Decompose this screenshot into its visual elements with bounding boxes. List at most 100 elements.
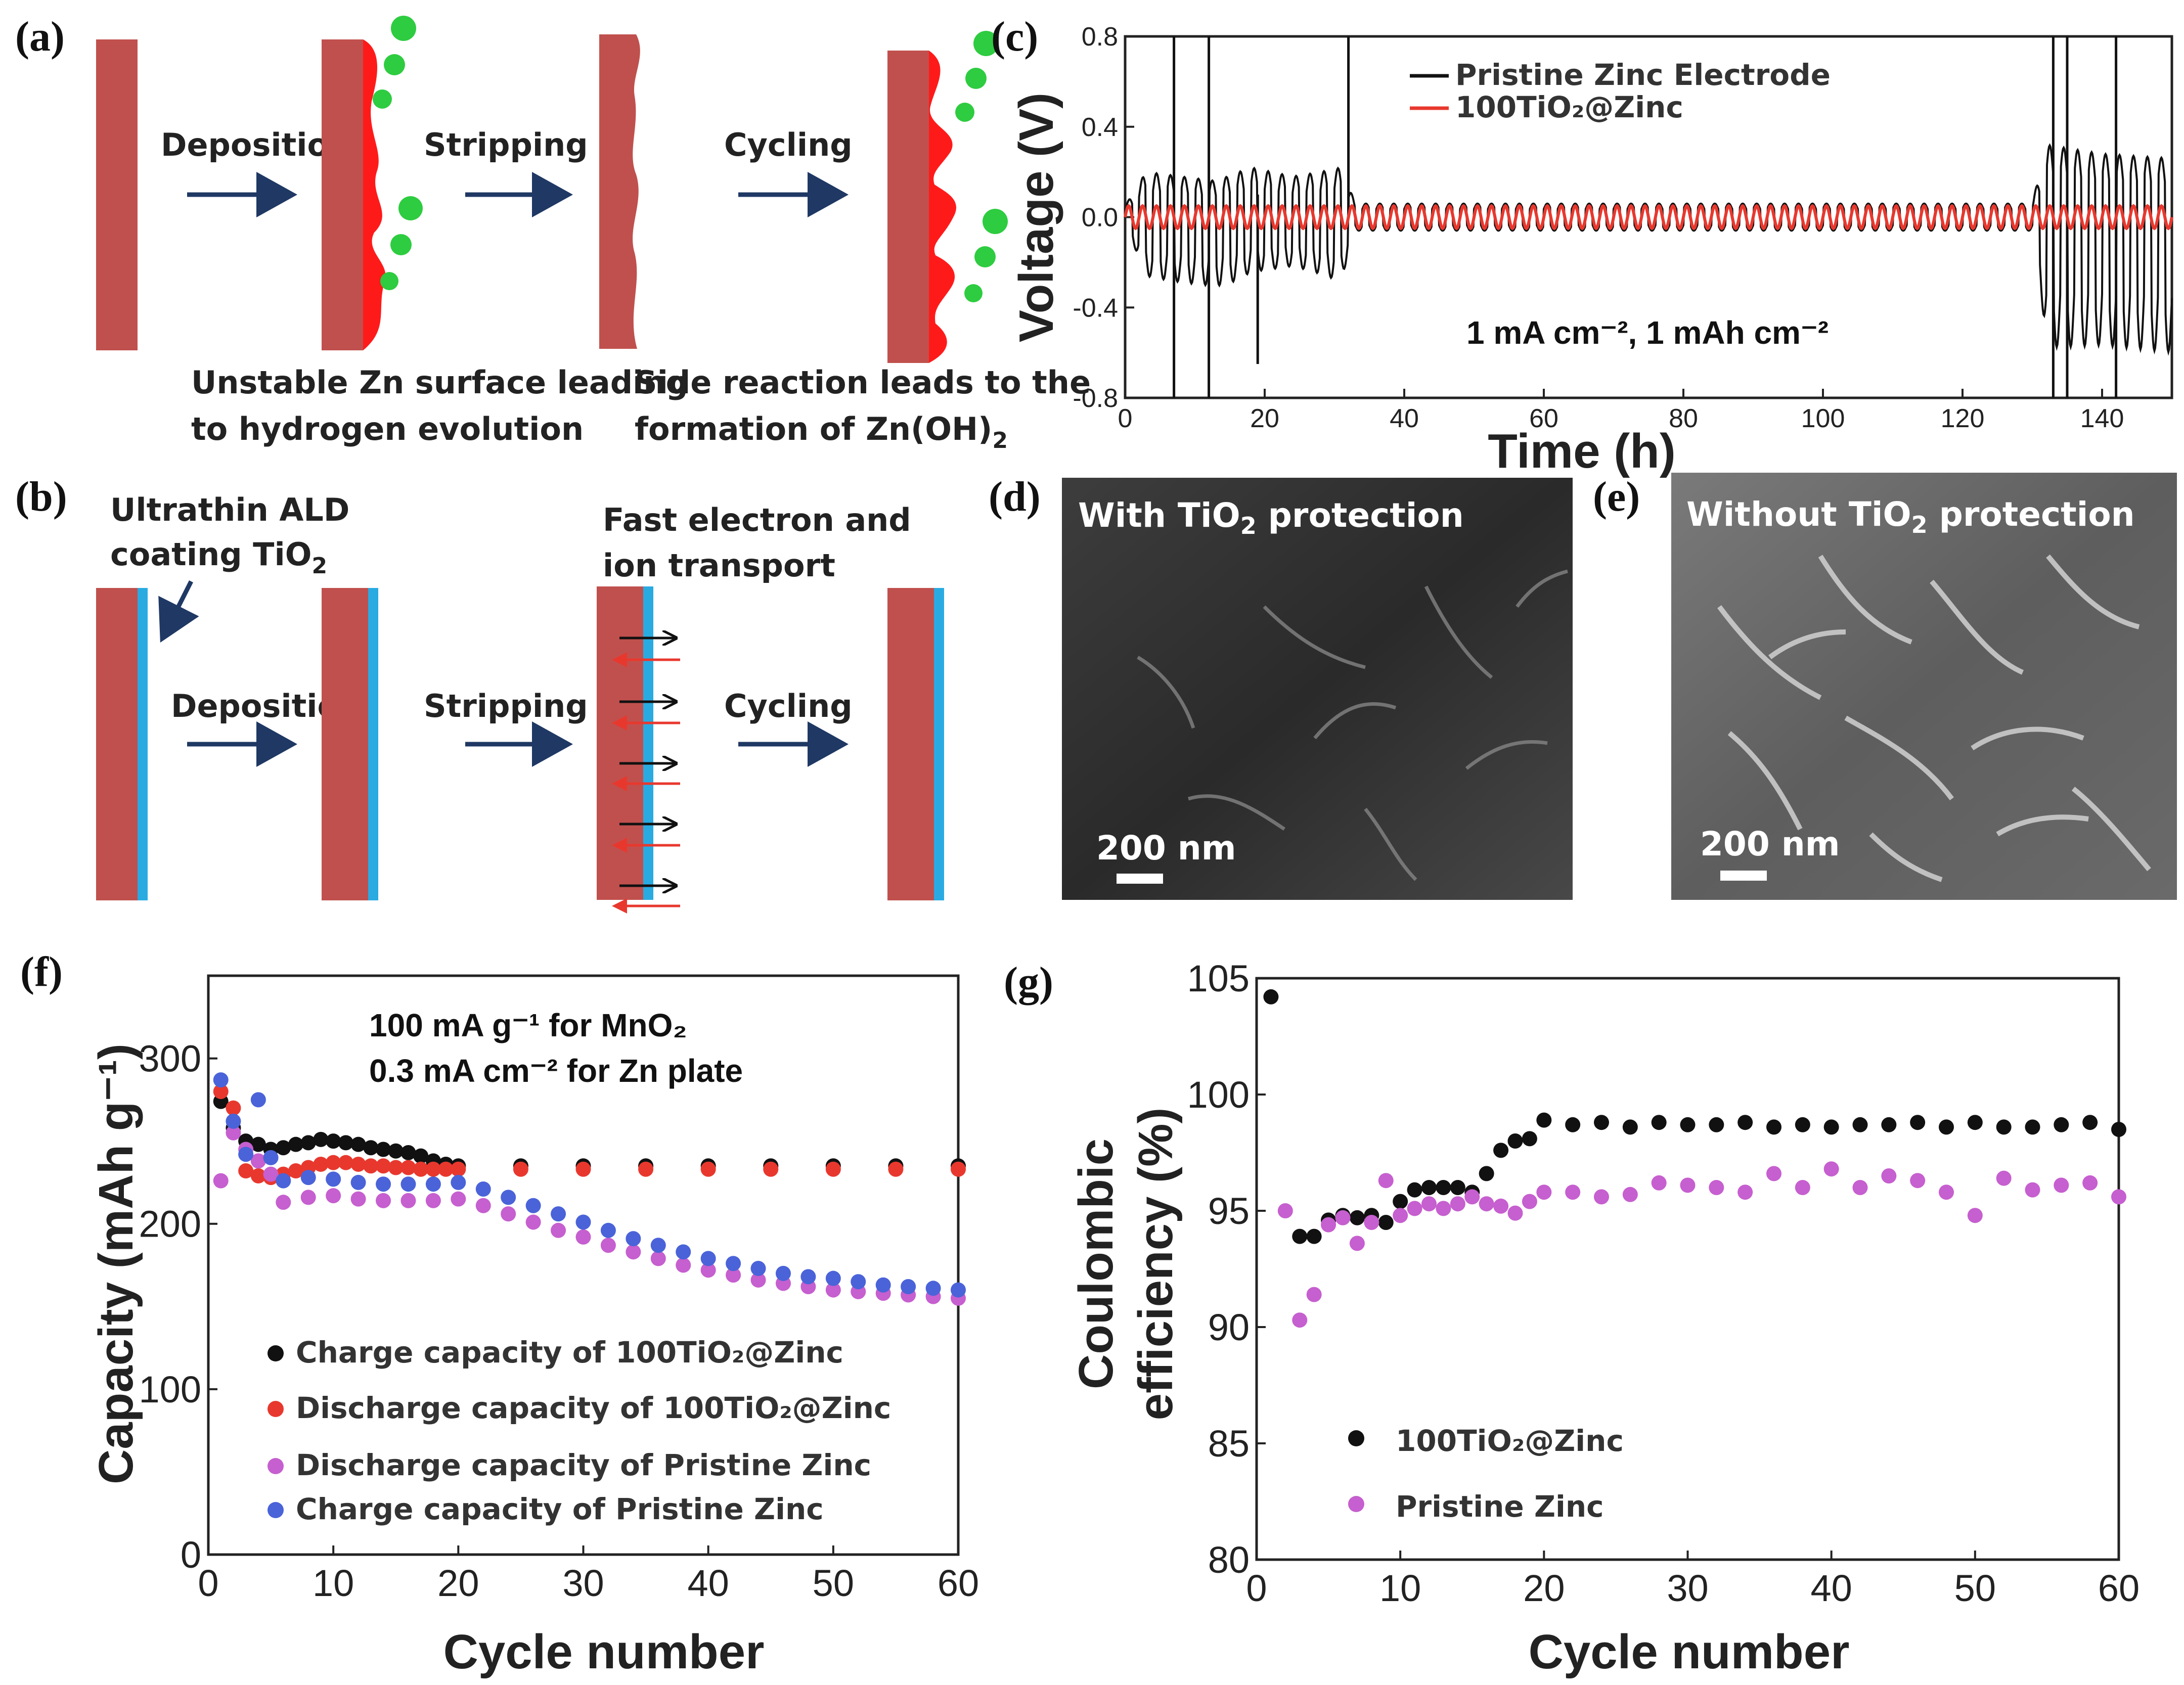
a-caption-2-line2: formation of Zn(OH)2 [635, 411, 1008, 453]
b-stripping-label: Stripping [424, 688, 588, 724]
tio2-coating [368, 588, 378, 900]
legend-entry: Pristine Zinc [1396, 1489, 1604, 1524]
hydrogen-bubble [973, 31, 999, 56]
data-point-1 [1421, 1196, 1437, 1212]
sem-flake [1818, 555, 1912, 645]
hydrogen-bubble [964, 284, 983, 302]
panel-b: (b) Ultrathin ALD coating TiO2 Depositio… [15, 473, 944, 914]
data-point-0 [1536, 1112, 1552, 1128]
a-deposition-label: Deposition [161, 126, 351, 163]
sem-flake [1727, 731, 1803, 831]
legend-entry: 100TiO₂@Zinc [1396, 1424, 1624, 1458]
x-tick-label: 0 [198, 1562, 218, 1604]
hydrogen-bubble [390, 234, 412, 255]
data-point-2 [263, 1166, 279, 1182]
data-point-3 [263, 1150, 279, 1165]
data-point-3 [750, 1261, 766, 1277]
series-line-tio2-zinc [1124, 204, 2173, 231]
data-point-1 [1393, 1208, 1408, 1223]
zinc-electrode-coated-deposited [322, 588, 368, 900]
hydrogen-bubble [391, 16, 416, 41]
data-point-3 [875, 1277, 891, 1293]
data-point-1 [1464, 1189, 1480, 1205]
data-point-3 [700, 1251, 716, 1266]
data-point-1 [1737, 1185, 1753, 1200]
sem-flake [1930, 579, 2024, 675]
data-point-1 [350, 1156, 366, 1172]
sem-image-with-tio2 [1062, 478, 1573, 900]
data-point-3 [250, 1092, 266, 1108]
data-point-0 [338, 1135, 353, 1151]
hydrogen-bubbles [373, 16, 423, 290]
data-point-3 [650, 1238, 666, 1253]
data-point-0 [400, 1145, 416, 1161]
panel-c: (c) 0 20 40 60 80 100 120 1400.80.40.0-0.4-0.8 … [991, 13, 2173, 478]
y-tick-label: 0.0 [1082, 203, 1118, 233]
x-tick-label: 0 [1246, 1567, 1267, 1609]
data-point-1 [2054, 1177, 2069, 1193]
g-ylabel-line1: Coulombic [1069, 1138, 1123, 1389]
panel-f: (f) 0 10 20 30 40 50 60 0 100 200 300 Capacity (mA… [20, 948, 979, 1679]
data-point-1 [1292, 1312, 1308, 1328]
zinc-electrode-coated-stripped [597, 586, 643, 900]
data-point-0 [1737, 1115, 1753, 1130]
data-point-1 [376, 1158, 391, 1174]
y-tick-label: 80 [1208, 1539, 1250, 1581]
data-point-1 [951, 1161, 966, 1177]
data-point-2 [226, 1125, 241, 1141]
b-ald-line1: Ultrathin ALD [110, 491, 349, 528]
data-point-1 [1651, 1175, 1667, 1191]
sem-e-scale-label: 200 nm [1700, 825, 1840, 863]
data-point-3 [501, 1190, 516, 1205]
data-point-1 [1536, 1185, 1552, 1200]
data-point-0 [1709, 1117, 1724, 1132]
data-point-2 [700, 1262, 716, 1278]
data-point-0 [1421, 1180, 1437, 1195]
data-point-3 [800, 1269, 816, 1285]
data-point-3 [626, 1231, 641, 1247]
data-point-3 [350, 1174, 366, 1190]
data-point-2 [400, 1193, 416, 1208]
sem-flake [1424, 585, 1493, 679]
data-point-1 [388, 1160, 404, 1175]
data-point-1 [1709, 1180, 1724, 1195]
data-point-1 [575, 1161, 591, 1177]
data-point-1 [1450, 1196, 1465, 1212]
y-tick-label: 0 [181, 1534, 201, 1576]
data-point-0 [2025, 1119, 2040, 1135]
data-point-1 [326, 1155, 341, 1170]
x-tick-label: 20 [1250, 404, 1279, 433]
legend-entry: Discharge capacity of 100TiO₂@Zinc [296, 1391, 891, 1425]
hydrogen-bubble [373, 89, 392, 109]
x-tick-label: 20 [1523, 1567, 1565, 1609]
data-point-3 [775, 1265, 791, 1281]
sem-d-title: With TiO2 protection [1078, 496, 1464, 539]
f-annotation-line1: 100 mA g⁻¹ for MnO₂ [369, 1007, 687, 1043]
hydrogen-bubble [955, 103, 974, 122]
a-cycling-label: Cycling [724, 126, 853, 163]
sem-e-title-sub: 2 [1911, 511, 1928, 538]
x-tick-label: 60 [938, 1562, 979, 1604]
hydrogen-bubble [974, 246, 996, 267]
data-point-3 [525, 1198, 541, 1213]
sem-flake [1364, 807, 1417, 881]
data-point-0 [1507, 1133, 1523, 1149]
data-point-3 [925, 1281, 941, 1296]
data-point-0 [2111, 1122, 2126, 1137]
data-point-3 [726, 1256, 741, 1271]
y-tick-label: 100 [139, 1369, 201, 1410]
data-point-0 [350, 1136, 366, 1152]
hydrogen-bubble [983, 209, 1008, 234]
panel-c-label: (c) [991, 13, 1038, 60]
series-line-pristine-zinc [1124, 143, 2173, 356]
sem-flake [1768, 629, 1846, 660]
y-tick-label: 95 [1208, 1190, 1250, 1232]
data-point-0 [1766, 1119, 1781, 1135]
data-point-0 [1349, 1210, 1365, 1225]
b-cycling-label: Cycling [724, 688, 853, 724]
data-point-1 [1407, 1201, 1422, 1216]
hydrogen-bubble [965, 68, 987, 89]
data-point-1 [2025, 1182, 2040, 1198]
y-tick-label: -0.8 [1073, 384, 1118, 413]
data-point-1 [763, 1161, 779, 1177]
